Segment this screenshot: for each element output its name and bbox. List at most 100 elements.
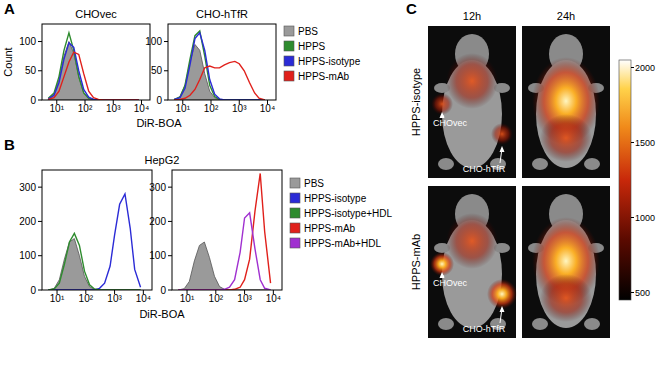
histogram-line: [178, 213, 270, 290]
y-tick-label: 0: [30, 95, 36, 106]
y-tick-label: 50: [151, 65, 163, 76]
y-tick-label: 300: [19, 182, 36, 193]
heat-signal: [540, 114, 592, 162]
histogram-line: [48, 233, 140, 290]
heat-signal: [487, 279, 517, 309]
y-tick: [38, 221, 42, 222]
x-tick-label: 10²: [204, 103, 219, 114]
mouse-paw: [438, 158, 454, 170]
annotation: CHO-hTfR: [463, 164, 506, 174]
plot-marks: [174, 31, 264, 100]
subplot-title: CHO-hTfR: [196, 8, 248, 20]
heat-signal: [491, 123, 513, 145]
y-tick-label: 100: [19, 250, 36, 261]
image-background: [428, 186, 516, 338]
y-tick: [168, 187, 172, 188]
x-tick-label: 10⁴: [260, 103, 275, 114]
plot-frame: [42, 24, 150, 100]
legend-label: HPPS-isotype: [304, 193, 367, 204]
annotation-arrowhead: [500, 146, 505, 152]
histogram-line: [48, 194, 140, 290]
histogram-line: [48, 52, 138, 100]
y-tick: [38, 100, 42, 101]
x-axis-label: DiR-BOA: [139, 308, 185, 320]
y-axis-label: Count: [2, 47, 14, 76]
y-tick-label: 100: [19, 36, 36, 47]
row-label: HPPS-mAb: [410, 234, 422, 290]
y-tick-label: 0: [160, 285, 166, 296]
annotation: CHOvec: [433, 118, 468, 128]
histogram-line: [174, 31, 264, 100]
y-tick-label: 100: [149, 250, 166, 261]
legend-label: HPPS-isotype: [298, 56, 361, 67]
legend-label: PBS: [304, 178, 324, 189]
annotation-arrowhead: [500, 306, 505, 312]
annotation-arrowhead: [440, 272, 445, 278]
panel-label: C: [406, 0, 417, 17]
x-tick-label: 10²: [209, 293, 224, 304]
legend-swatch: [290, 238, 300, 248]
mouse-image: [428, 26, 516, 178]
plot-frame: [168, 24, 276, 100]
legend-label: HPPS-mAb: [304, 223, 356, 234]
y-tick: [168, 255, 172, 256]
plot-frame: [42, 170, 152, 290]
x-tick-label: 10²: [78, 103, 93, 114]
x-axis-label: DiR-BOA: [136, 117, 182, 129]
annotation: CHOvec: [433, 278, 468, 288]
mouse-paw: [532, 318, 548, 330]
x-tick-label: 10¹: [180, 293, 195, 304]
histogram-line: [174, 61, 264, 100]
plot-frame: [172, 170, 282, 290]
annotation: CHO-hTfR: [463, 324, 506, 334]
column-label: 12h: [463, 10, 481, 22]
histogram-line: [178, 173, 270, 290]
y-tick-label: 200: [19, 216, 36, 227]
x-tick-label: 10³: [237, 293, 252, 304]
mouse-image: [428, 186, 517, 338]
subplot-title: HepG2: [145, 154, 180, 166]
image-background: [428, 26, 516, 178]
y-tick: [164, 100, 168, 101]
legend-swatch: [284, 71, 294, 81]
image-background: [522, 26, 610, 178]
x-tick-label: 10²: [79, 293, 94, 304]
legend-label: PBS: [298, 26, 318, 37]
colorbar-tick: [631, 217, 634, 218]
colorbar-tick-label: 1000: [635, 213, 655, 223]
y-tick-label: 0: [156, 95, 162, 106]
x-tick-label: 10³: [232, 103, 247, 114]
row-label: HPPS-isotype: [410, 68, 422, 136]
colorbar-tick: [631, 292, 634, 293]
y-tick-label: 300: [149, 182, 166, 193]
heat-signal: [540, 274, 592, 322]
heat-signal: [431, 93, 453, 115]
panel-label: B: [4, 136, 15, 153]
y-tick: [164, 41, 168, 42]
y-tick: [38, 255, 42, 256]
histogram-line: [48, 43, 138, 100]
legend-label: HPPS-mAb+HDL: [304, 238, 381, 249]
plot-marks: [48, 33, 138, 100]
y-tick-label: 200: [149, 216, 166, 227]
y-tick: [38, 290, 42, 291]
histogram-line: [48, 33, 138, 100]
y-tick: [168, 290, 172, 291]
y-tick-label: 50: [25, 65, 37, 76]
legend-swatch: [290, 208, 300, 218]
legend-swatch: [290, 193, 300, 203]
y-tick: [168, 221, 172, 222]
x-tick-label: 10⁴: [266, 293, 281, 304]
y-tick: [164, 70, 168, 71]
column-label: 24h: [557, 10, 575, 22]
x-tick-label: 10³: [107, 293, 122, 304]
annotation-arrowhead: [440, 112, 445, 118]
legend-swatch: [284, 26, 294, 36]
histogram-area: [178, 242, 270, 290]
legend-swatch: [284, 41, 294, 51]
legend-label: HPPS-isotype+HDL: [304, 208, 393, 219]
mouse-image: [522, 186, 610, 338]
histogram-area: [48, 239, 140, 290]
legend-swatch: [290, 223, 300, 233]
y-tick-label: 100: [145, 36, 162, 47]
